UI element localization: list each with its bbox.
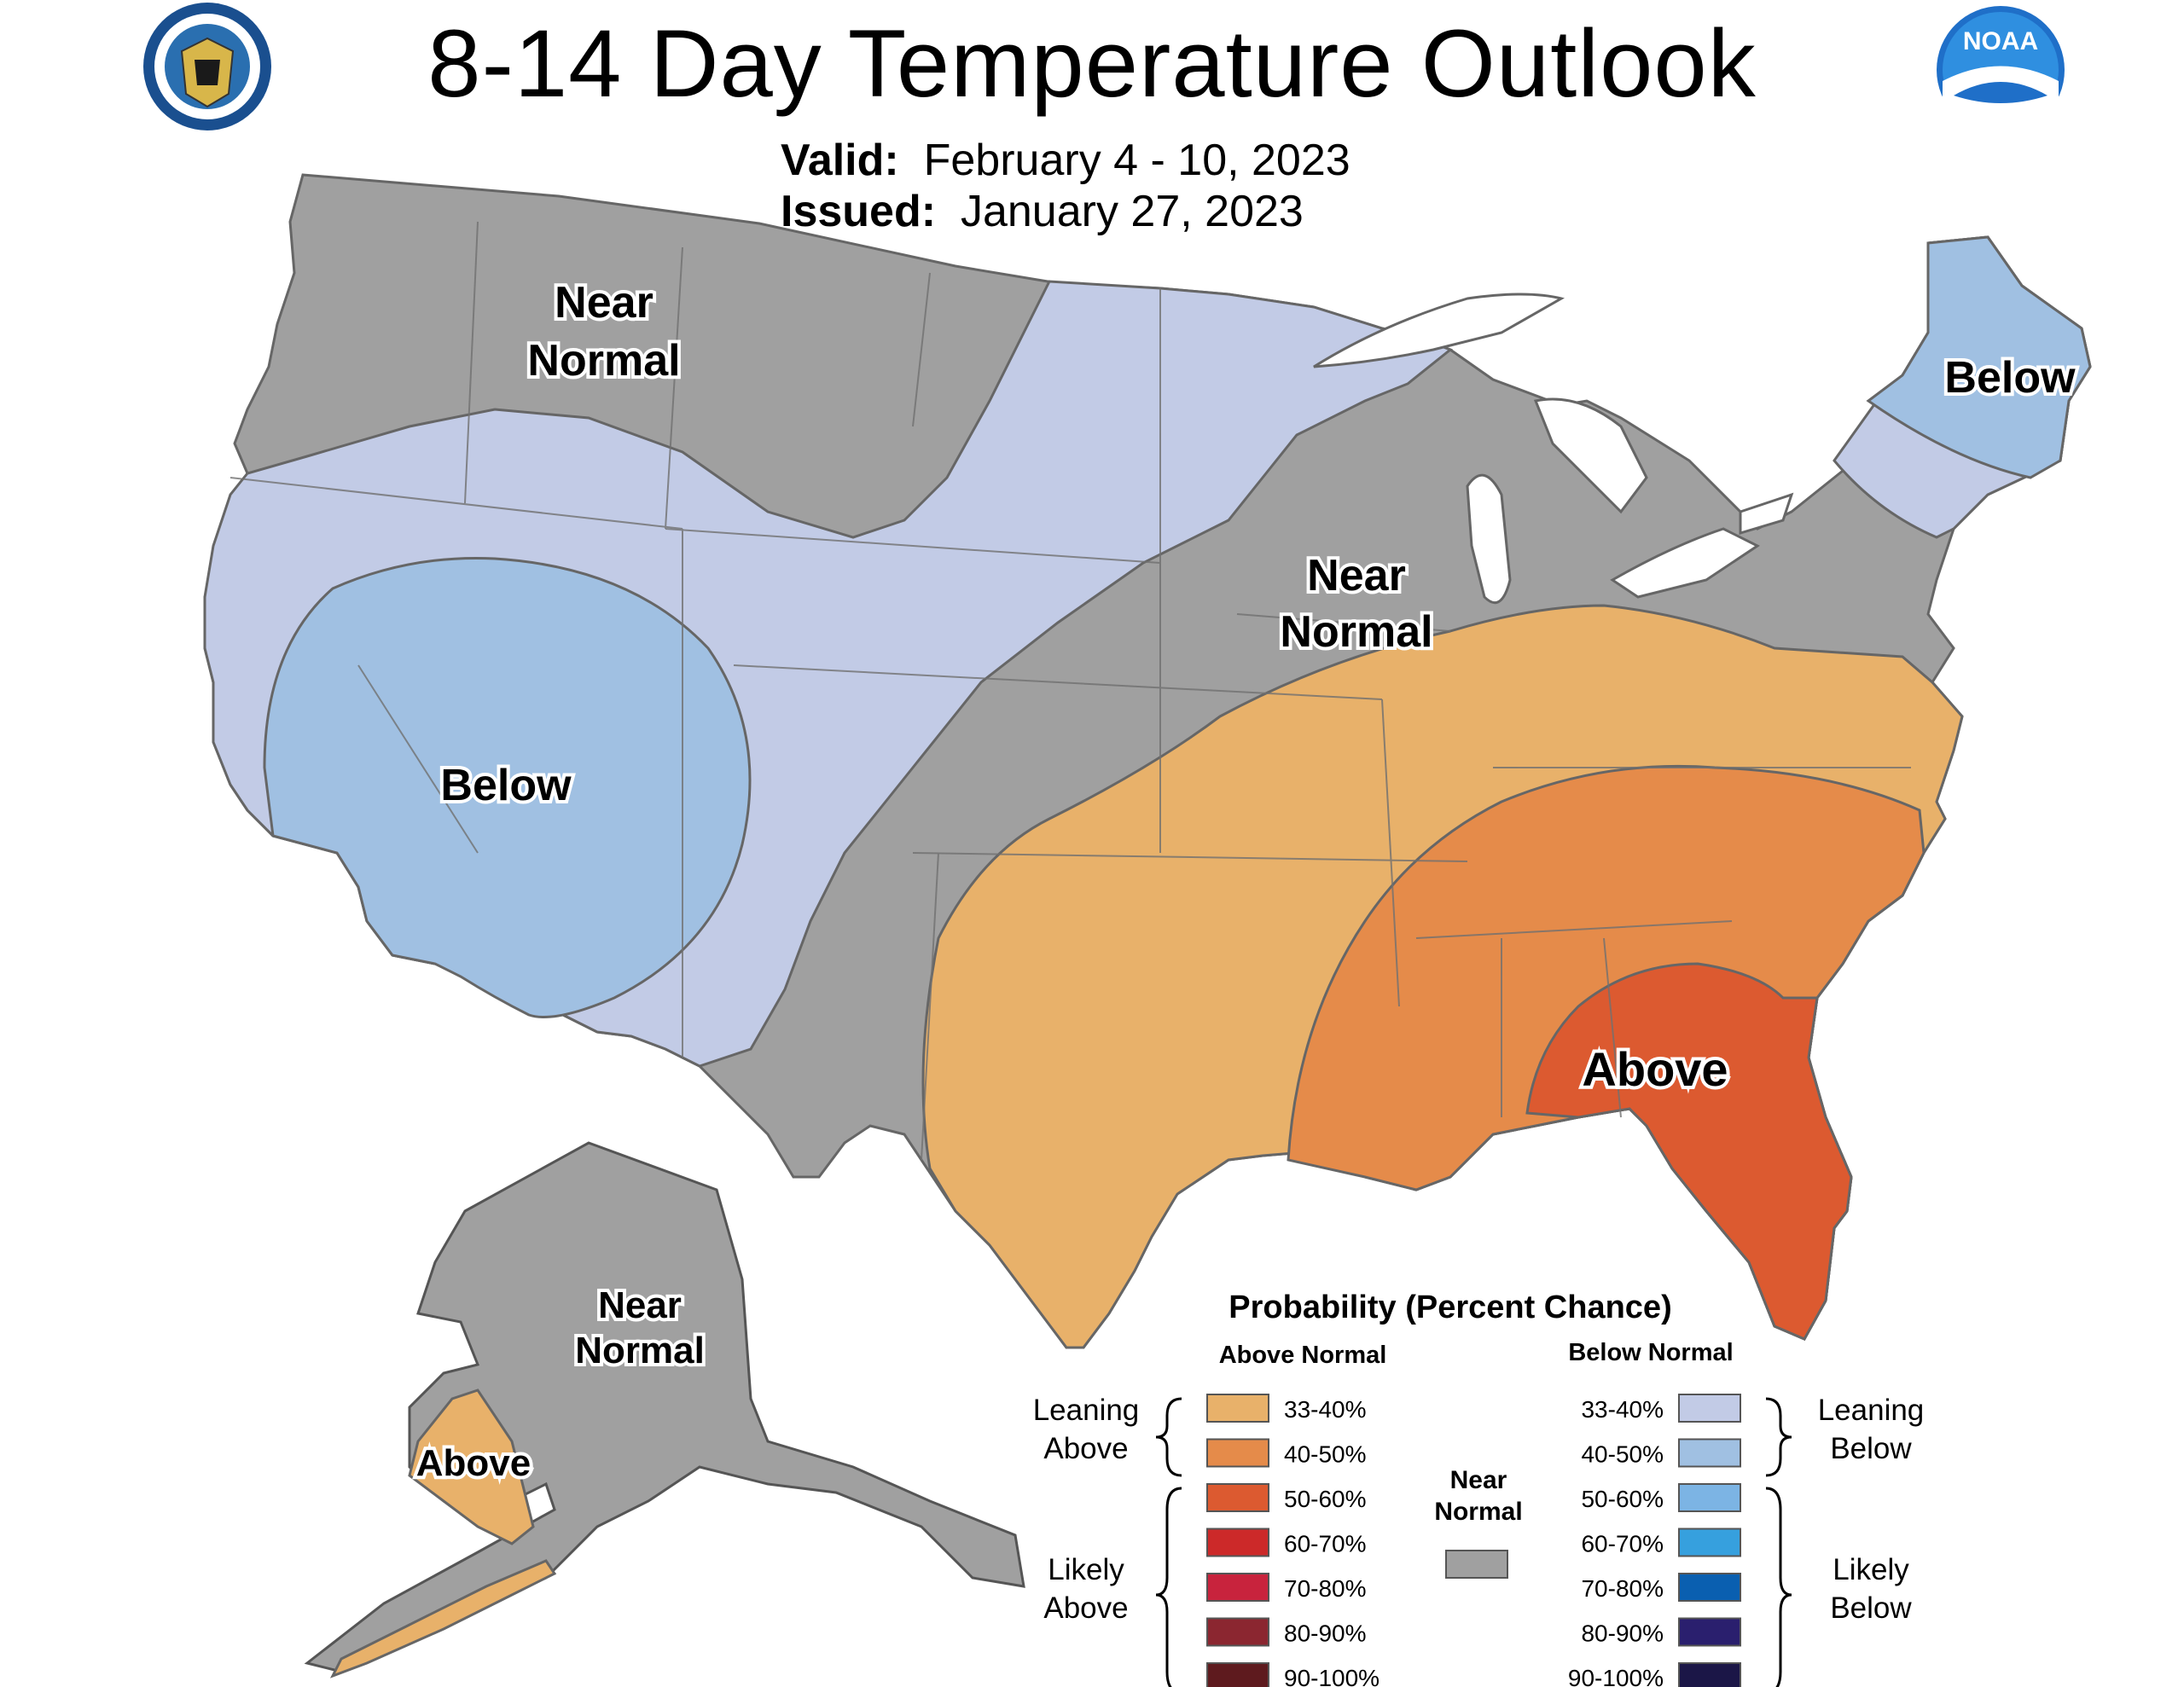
below-swatch-3 xyxy=(1678,1483,1741,1512)
above-swatch-label-4: 60-70% xyxy=(1284,1531,1367,1557)
issued-label: Issued: xyxy=(781,187,937,236)
below-swatch-list: 33-40% 40-50% 50-60% 60-70% 70-80% 80-90% 90-1… xyxy=(1568,1394,1741,1687)
legend-likely-below-2: Below xyxy=(1830,1591,1912,1625)
above-swatch-label-3: 50-60% xyxy=(1284,1486,1367,1512)
below-swatch-4 xyxy=(1678,1528,1741,1557)
brace-leaning-above xyxy=(1155,1397,1182,1477)
below-swatch-6 xyxy=(1678,1617,1741,1647)
above-swatch-label-6: 80-90% xyxy=(1284,1620,1367,1647)
ak-near-label-1: Near xyxy=(598,1284,682,1326)
valid-dates: February 4 - 10, 2023 xyxy=(923,136,1350,185)
above-swatch-1 xyxy=(1206,1394,1269,1423)
above-swatch-3 xyxy=(1206,1483,1269,1512)
legend-likely-below-1: Likely xyxy=(1833,1553,1909,1586)
below-swatch-label-1: 33-40% xyxy=(1581,1396,1664,1423)
legend-near-2: Normal xyxy=(1434,1498,1522,1526)
legend-likely-above-2: Above xyxy=(1043,1591,1128,1625)
above-swatch-label-2: 40-50% xyxy=(1284,1441,1367,1468)
issued-line: Issued: January 27, 2023 xyxy=(781,186,1304,237)
below-swatch-5 xyxy=(1678,1573,1741,1602)
below-swatch-label-6: 80-90% xyxy=(1581,1620,1664,1647)
above-swatch-label-7: 90-100% xyxy=(1284,1665,1380,1687)
se-above-label: Above xyxy=(1582,1042,1728,1096)
ak-above-label: Above xyxy=(416,1442,531,1484)
ne-below-label: Below xyxy=(1944,353,2076,403)
legend-above-header: Above Normal xyxy=(1219,1342,1387,1369)
alaska-near-normal-region xyxy=(304,1141,1025,1673)
below-swatch-1 xyxy=(1678,1394,1741,1423)
noaa-logo-text: NOAA xyxy=(1963,27,2038,55)
below-swatch-2 xyxy=(1678,1438,1741,1468)
legend-near-1: Near xyxy=(1450,1466,1507,1494)
northeast-below-region xyxy=(1866,235,2092,479)
below-swatch-7 xyxy=(1678,1662,1741,1687)
commerce-seal-icon xyxy=(143,3,271,130)
above-swatch-2 xyxy=(1206,1438,1269,1468)
above-swatch-label-5: 70-80% xyxy=(1284,1575,1367,1602)
issued-date: January 27, 2023 xyxy=(960,187,1304,236)
above-swatch-4 xyxy=(1206,1528,1269,1557)
legend-leaning-above-1: Leaning xyxy=(1033,1394,1140,1427)
legend-leaning-below-2: Below xyxy=(1830,1432,1912,1465)
nw-near-label-2: Normal xyxy=(527,336,680,386)
below-swatch-label-4: 60-70% xyxy=(1581,1531,1664,1557)
great-lakes xyxy=(1313,293,1794,605)
legend-below-header: Below Normal xyxy=(1568,1339,1733,1366)
below-swatch-label-7: 90-100% xyxy=(1568,1665,1664,1687)
central-near-label-2: Normal xyxy=(1280,607,1432,657)
below-swatch-label-3: 50-60% xyxy=(1581,1486,1664,1512)
southwest-below-region xyxy=(263,556,752,1018)
legend: Probability (Percent Chance) Above Norma… xyxy=(1033,1290,1925,1687)
ak-near-label-2: Normal xyxy=(575,1330,705,1371)
legend-leaning-above-2: Above xyxy=(1043,1432,1128,1465)
florida-above-region xyxy=(1525,962,1853,1341)
brace-likely-above xyxy=(1155,1487,1182,1687)
alaska-peninsula-above-region xyxy=(329,1559,557,1678)
legend-title: Probability (Percent Chance) xyxy=(1228,1290,1671,1325)
noaa-logo-icon: NOAA xyxy=(1937,6,2065,135)
legend-likely-above-1: Likely xyxy=(1048,1553,1124,1586)
above-swatch-7 xyxy=(1206,1662,1269,1687)
above-swatch-list: 33-40% 40-50% 50-60% 60-70% 70-80% 80-90% 90-1… xyxy=(1206,1394,1380,1687)
brace-likely-below xyxy=(1765,1487,1792,1687)
above-swatch-5 xyxy=(1206,1573,1269,1602)
map-title: 8-14 Day Temperature Outlook xyxy=(427,10,1757,117)
central-near-label-1: Near xyxy=(1307,551,1406,600)
state-boundaries xyxy=(229,221,1911,1161)
alaska-above-region xyxy=(408,1388,535,1545)
legend-leaning-below-1: Leaning xyxy=(1818,1394,1925,1427)
below-swatch-label-2: 40-50% xyxy=(1581,1441,1664,1468)
below-swatch-label-5: 70-80% xyxy=(1581,1575,1664,1602)
brace-leaning-below xyxy=(1765,1397,1792,1477)
above-swatch-label-1: 33-40% xyxy=(1284,1396,1367,1423)
nw-near-label-1: Near xyxy=(555,278,653,328)
valid-label: Valid: xyxy=(781,136,899,185)
above-swatch-6 xyxy=(1206,1617,1269,1647)
legend-near-swatch xyxy=(1445,1550,1508,1579)
valid-line: Valid: February 4 - 10, 2023 xyxy=(781,135,1350,186)
sw-below-label: Below xyxy=(440,761,572,810)
